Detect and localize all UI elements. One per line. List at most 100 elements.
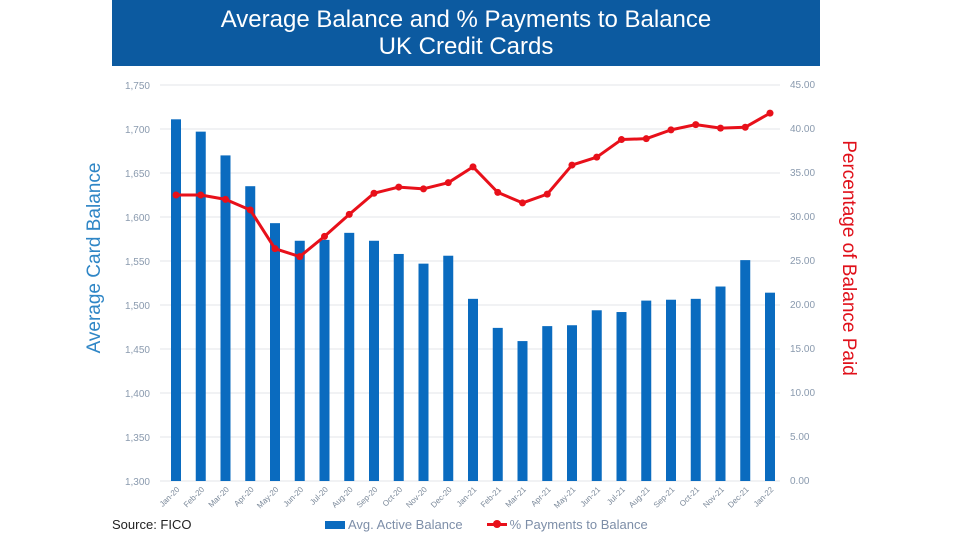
bar [270,223,280,481]
line-point [246,206,254,214]
x-tick-label: Apr-21 [529,485,553,509]
y2-tick-label: 15.00 [790,344,815,355]
x-tick-label: Jan-22 [752,485,776,509]
line-series [176,111,771,259]
line-point [271,245,279,253]
bar [765,292,775,481]
line-point [642,135,650,143]
x-tick-label: May-20 [255,485,281,511]
line-point [395,183,403,191]
x-tick-label: Jan-21 [455,485,479,509]
line-point [444,179,452,187]
bar [418,263,429,481]
line-point [692,121,700,129]
line-point [494,188,502,196]
y-tick-label: 1,750 [125,81,150,92]
line-point [543,190,551,198]
source-note: Source: FICO [112,517,192,532]
line-point [618,136,625,144]
chart-title: Average Balance and % Payments to Balanc… [112,0,820,66]
y2-tick-label: 20.00 [790,300,815,311]
x-tick-label: Nov-21 [701,485,726,510]
line-point [197,191,205,199]
bar [517,341,528,481]
y2-tick-label: 10.00 [790,388,815,399]
x-tick-label: Oct-20 [381,485,405,509]
bar [344,232,355,481]
y2-tick-label: 35.00 [790,168,815,179]
bar [690,298,701,481]
bar [195,131,206,481]
bar [542,326,553,481]
title-line-1: Average Balance and % Payments to Balanc… [220,6,712,33]
y-tick-label: 1,400 [125,389,150,400]
line-point [667,126,675,134]
legend-item-payments: % Payments to Balance [486,517,648,532]
x-tick-label: Apr-20 [232,485,256,509]
y2-tick-label: 5.00 [790,432,810,443]
x-tick-label: Jan-20 [158,485,182,509]
y-tick-label: 1,300 [125,477,150,488]
y-tick-label: 1,500 [125,301,150,312]
legend-label: Avg. Active Balance [348,517,463,532]
line-point [296,253,304,261]
bar [715,286,726,481]
legend-item-balance: Avg. Active Balance [325,517,463,532]
legend-label: % Payments to Balance [509,517,648,532]
x-tick-label: Jun-21 [578,485,602,509]
line-point [741,123,749,131]
y2-tick-label: 30.00 [790,212,815,223]
line-point [222,195,229,203]
legend-swatch-bar [325,520,345,529]
y2-axis-title: Percentage of Balance Paid [838,140,859,376]
y-tick-label: 1,450 [125,345,150,356]
x-tick-label: Nov-20 [404,485,429,510]
bar [319,239,330,481]
y2-tick-label: 40.00 [790,124,815,135]
x-tick-label: Oct-21 [678,485,702,509]
line-point [519,199,526,207]
line-point [469,163,477,171]
line-point [172,191,180,199]
legend-swatch-line [486,520,507,528]
x-tick-label: Mar-21 [504,485,529,510]
x-tick-label: Jul-20 [308,485,330,507]
x-tick-label: Dec-21 [726,485,751,510]
line-point [420,185,427,193]
y2-tick-label: 0.00 [790,476,810,487]
bar [245,186,256,481]
x-tick-label: Jun-20 [281,485,305,509]
bar [443,255,454,481]
bar [369,240,379,481]
legend: Avg. Active Balance % Payments to Balanc… [325,517,648,532]
x-tick-label: Mar-20 [207,485,232,510]
line-point [321,232,328,240]
y2-tick-label: 25.00 [790,256,815,267]
x-tick-label: Feb-21 [479,485,504,510]
line-point [568,161,576,169]
bar [393,253,404,481]
y-tick-label: 1,600 [125,213,150,224]
y-tick-label: 1,650 [125,169,150,180]
bar [492,327,503,481]
x-tick-label: Sep-20 [355,485,380,510]
bar [171,119,181,481]
bar [740,260,751,481]
line-point [593,153,601,161]
line-point [717,124,724,132]
bar [294,240,305,481]
y-axis-title: Average Card Balance [84,163,105,354]
x-tick-label: Jul-21 [605,485,627,507]
bar [567,325,577,481]
x-tick-label: Sep-21 [652,485,677,510]
line-point [370,189,378,197]
x-tick-label: Aug-21 [627,485,652,510]
bar [616,312,627,481]
x-tick-label: Feb-20 [182,485,207,510]
line-point [766,109,774,117]
bar [468,298,478,481]
y-tick-label: 1,350 [125,433,150,444]
line-point [345,210,353,218]
bar [220,155,231,481]
